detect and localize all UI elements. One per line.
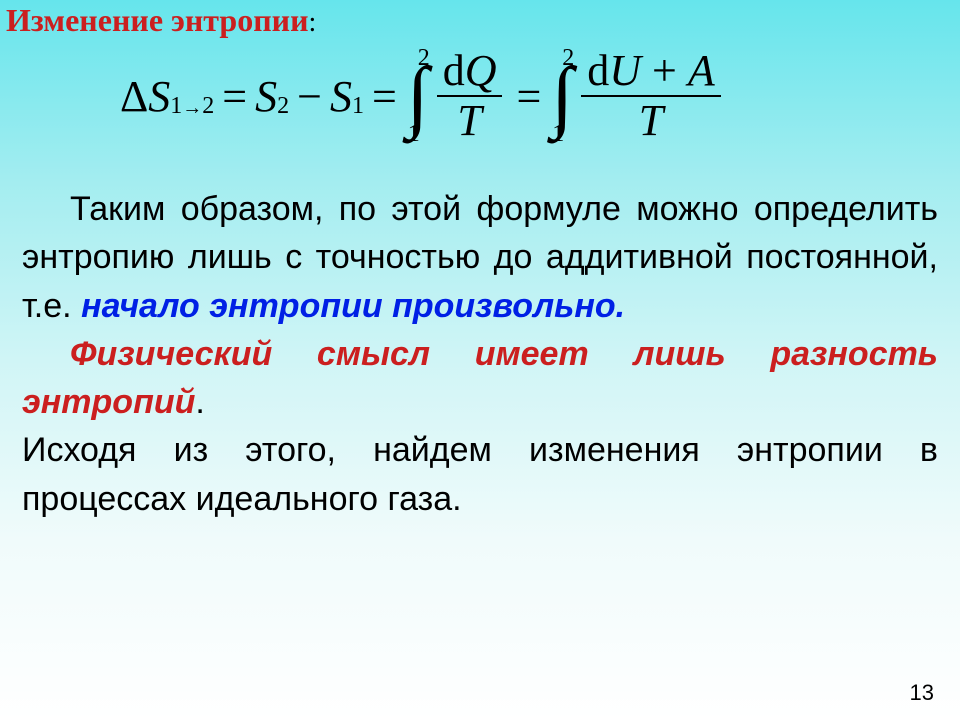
formula-row: ΔS1→2 = S2 − S1 = 2 ∫ 1 dQ T = 2 ∫ 1 dU … bbox=[120, 44, 727, 148]
s-2: S bbox=[255, 71, 277, 122]
s-1: S bbox=[148, 71, 170, 122]
frac1-num: dQ bbox=[437, 47, 503, 95]
s-3: S bbox=[330, 71, 352, 122]
sub-2: 2 bbox=[202, 93, 214, 120]
d-2: d bbox=[587, 46, 609, 95]
paragraph-1: Таким образом, по этой формуле можно опр… bbox=[22, 185, 938, 330]
delta: Δ bbox=[120, 71, 148, 122]
paragraph-2: Физический смысл имеет лишь разность энт… bbox=[22, 330, 938, 427]
q: Q bbox=[465, 46, 497, 95]
integral-1: 2 ∫ 1 bbox=[407, 44, 429, 148]
title-colon: : bbox=[309, 7, 317, 38]
body-text: Таким образом, по этой формуле можно опр… bbox=[22, 185, 938, 523]
p3-text: Исходя из этого, найдем изменения энтроп… bbox=[22, 431, 938, 517]
frac-dq-t: dQ T bbox=[437, 47, 503, 145]
page-number: 13 bbox=[910, 680, 934, 706]
frac1-den: T bbox=[451, 97, 487, 145]
int1-top: 2 bbox=[418, 46, 430, 70]
p2-a: Физический смысл имеет лишь разность энт… bbox=[22, 335, 938, 421]
frac2-num: dU + A bbox=[581, 47, 721, 95]
s2-sub: 2 bbox=[277, 93, 289, 120]
int1-bot: 1 bbox=[408, 122, 420, 146]
p2-dot: . bbox=[195, 383, 204, 421]
int1-sym: ∫ bbox=[407, 68, 429, 124]
entropy-formula: ΔS1→2 = S2 − S1 = 2 ∫ 1 dQ T = 2 ∫ 1 dU … bbox=[120, 36, 940, 156]
d-1: d bbox=[443, 46, 465, 95]
integral-2: 2 ∫ 1 bbox=[551, 44, 573, 148]
frac2-den: T bbox=[633, 97, 669, 145]
int2-sym: ∫ bbox=[551, 68, 573, 124]
u: U bbox=[609, 46, 641, 95]
paragraph-3: Исходя из этого, найдем изменения энтроп… bbox=[22, 426, 938, 523]
minus: − bbox=[297, 71, 322, 122]
int2-bot: 1 bbox=[552, 122, 564, 146]
p1-c: произвольно bbox=[392, 287, 616, 325]
frac-du-a-t: dU + A T bbox=[581, 47, 721, 145]
title-text: Изменение энтропии bbox=[6, 2, 309, 38]
eq-1: = bbox=[222, 71, 247, 122]
p1-dot: . bbox=[616, 287, 625, 325]
eq-2: = bbox=[372, 71, 397, 122]
sub-1: 1 bbox=[170, 93, 182, 120]
eq-3: = bbox=[516, 71, 541, 122]
plus: + bbox=[652, 46, 677, 95]
slide-title: Изменение энтропии: bbox=[6, 2, 316, 39]
sub-arrow: → bbox=[182, 97, 202, 120]
a: A bbox=[688, 46, 715, 95]
s1-sub: 1 bbox=[352, 93, 364, 120]
p1-spaces bbox=[383, 287, 392, 325]
int2-top: 2 bbox=[562, 46, 574, 70]
p1-blue: начало энтропии bbox=[81, 287, 383, 325]
